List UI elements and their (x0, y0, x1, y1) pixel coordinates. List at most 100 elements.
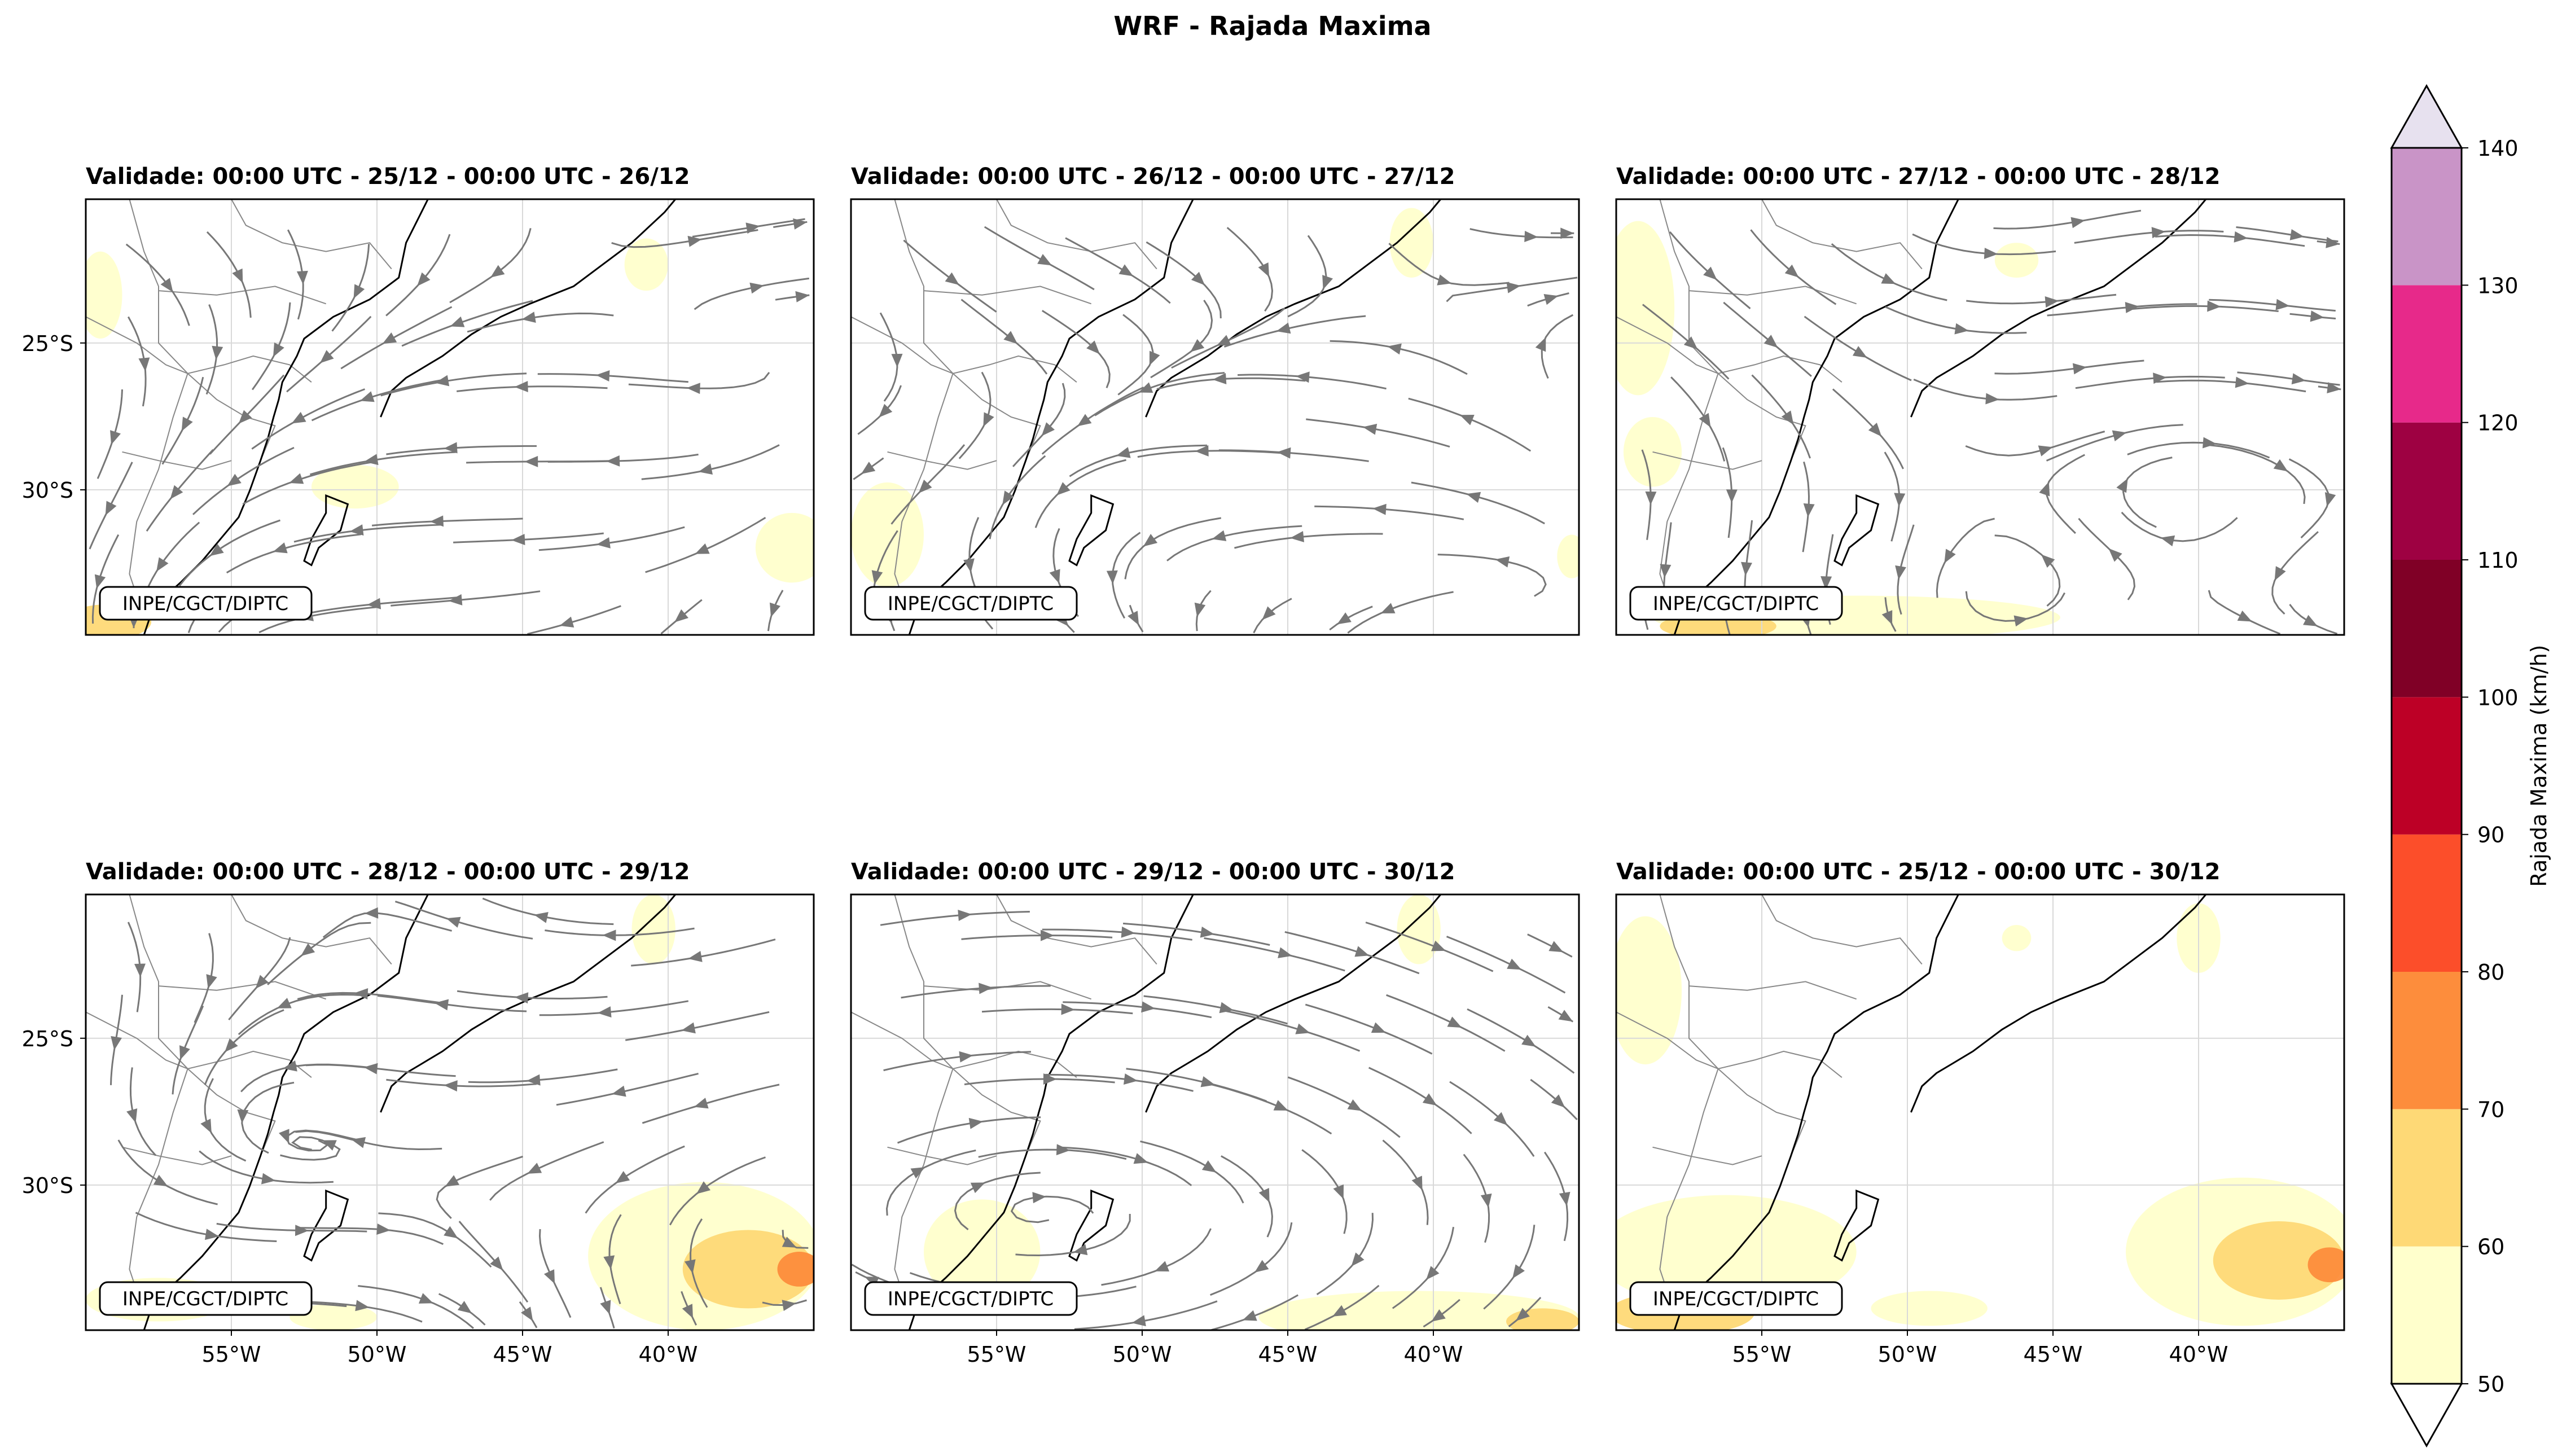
streamline-arrow (521, 312, 536, 323)
streamline-arrow (2160, 535, 2175, 547)
streamline-arrow (1276, 322, 1291, 334)
country-border (1761, 894, 1923, 965)
lon-tick-label: 50°W (1878, 1342, 1937, 1367)
streamline (1994, 359, 2144, 375)
streamline (1832, 388, 1904, 470)
streamline-arrow (295, 1225, 309, 1236)
gust-patch (682, 1230, 814, 1309)
streamline (880, 911, 1030, 926)
streamline-arrow (2289, 229, 2304, 240)
streamline-arrow (695, 543, 710, 554)
streamline-arrow (450, 316, 465, 327)
streamline (2122, 457, 2173, 528)
streamline-arrow (1258, 1187, 1270, 1203)
streamline (2289, 603, 2338, 635)
streamline (1913, 379, 2058, 401)
source-label-box (1629, 586, 1843, 621)
map-panel: Validade: 00:00 UTC - 28/12 - 00:00 UTC … (22, 859, 815, 1367)
streamline-arrow (1254, 1260, 1269, 1273)
streamline-arrow (2045, 296, 2059, 308)
country-border (129, 199, 188, 618)
streamline-arrow (970, 1182, 985, 1194)
streamline-arrow (685, 1259, 696, 1274)
streamline (216, 1222, 367, 1233)
streamline-arrow (1362, 423, 1377, 435)
gust-patch (1616, 221, 1675, 396)
gust-patch (1871, 1291, 1988, 1326)
streamline-arrow (126, 1108, 138, 1123)
colorbar-segment (2392, 1109, 2462, 1247)
streamline-arrow (1985, 393, 1999, 405)
streamline-arrow (559, 616, 574, 628)
streamline-arrow (1372, 503, 1387, 515)
streamline-arrow (603, 1255, 615, 1270)
gust-patch (2002, 925, 2032, 951)
streamline (1804, 315, 1912, 381)
colorbar-segment (2392, 285, 2462, 423)
streamline (251, 388, 366, 450)
lat-tick-label: 25°S (22, 1027, 73, 1051)
streamline-arrow (200, 1119, 212, 1134)
gust-patch (924, 1199, 1041, 1304)
source-label-box (864, 586, 1078, 621)
streamline-arrow (277, 998, 292, 1008)
streamline (556, 1072, 699, 1106)
colorbar-segment (2392, 1246, 2462, 1384)
gust-patch (624, 238, 669, 291)
streamline-arrow (2237, 610, 2252, 622)
streamline-arrow (1422, 1093, 1437, 1106)
streamline (1287, 1076, 1401, 1138)
streamline-arrow (1351, 1252, 1365, 1267)
streamline (1045, 1073, 1194, 1092)
streamline-arrow (429, 515, 444, 527)
streamline-arrow (367, 598, 381, 609)
streamline-arrow (1459, 414, 1475, 426)
country-border (996, 199, 1157, 270)
streamline (961, 935, 1113, 940)
lat-tick-label: 25°S (22, 331, 73, 356)
streamline (386, 445, 537, 455)
streamline (545, 927, 695, 936)
streamline-arrow (597, 1006, 612, 1018)
streamline-arrow (2039, 481, 2050, 497)
streamline (642, 1084, 780, 1124)
gust-patch (1389, 208, 1433, 278)
streamline (1094, 372, 1225, 416)
streamline (1253, 598, 1292, 634)
streamline (539, 1000, 689, 1016)
country-border (996, 894, 1157, 965)
lagoon-outline (1833, 494, 1880, 567)
streamline-arrow (1506, 282, 1521, 293)
streamline-arrow (1551, 1094, 1565, 1108)
country-border (158, 981, 327, 1000)
streamline-arrow (782, 1300, 796, 1312)
gust-patch (1557, 534, 1579, 578)
streamline-arrow (353, 284, 365, 299)
streamline-arrow (543, 1269, 555, 1284)
source-label-text: INPE/CGCT/DIPTC (888, 593, 1054, 615)
colorbar-tick-label: 120 (2477, 411, 2519, 436)
streamline (2208, 444, 2306, 505)
panel-content (851, 199, 1579, 635)
streamline (1218, 449, 1369, 462)
streamline (135, 1212, 277, 1242)
streamline-arrow (445, 1175, 460, 1187)
streamline (240, 1063, 375, 1093)
streamline-arrow (444, 442, 458, 454)
streamline (449, 227, 532, 304)
streamline-arrow (1543, 294, 1559, 305)
colorbar-tick-label: 50 (2477, 1372, 2504, 1397)
streamline (585, 1145, 685, 1214)
gust-patch (851, 482, 924, 587)
streamline (960, 299, 1048, 375)
streamline-arrow (959, 1051, 973, 1063)
streamline-arrow (291, 411, 306, 424)
streamline (1423, 1299, 1460, 1328)
streamline-arrow (1278, 947, 1292, 958)
streamline-arrow (682, 1304, 693, 1319)
streamline-arrow (1447, 1016, 1462, 1028)
streamline-arrow (2324, 492, 2336, 507)
streamline (1316, 1213, 1374, 1296)
panel-content (86, 199, 814, 635)
gust-patch (1258, 1291, 1579, 1330)
